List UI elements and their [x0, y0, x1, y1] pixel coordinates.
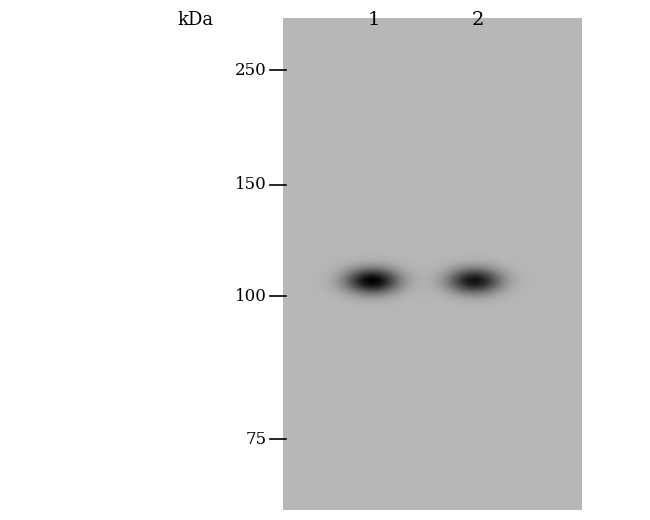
Text: 1: 1: [367, 10, 380, 29]
Text: 250: 250: [235, 62, 266, 79]
Text: 100: 100: [235, 288, 266, 305]
Text: 150: 150: [235, 176, 266, 193]
Text: 75: 75: [246, 431, 266, 448]
Text: 2: 2: [471, 10, 484, 29]
Text: kDa: kDa: [177, 10, 213, 29]
